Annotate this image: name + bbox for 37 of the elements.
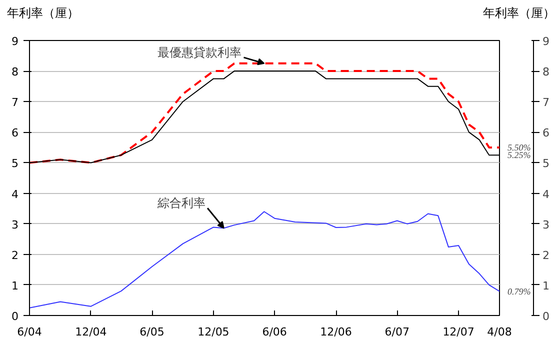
x-tick-label: 12/07: [442, 326, 474, 338]
y2-tick-label: 4: [542, 188, 550, 201]
x-tick-label: 6/05: [140, 326, 164, 338]
y2-tick-label: 1: [542, 279, 550, 292]
annotation: 最優惠貸款利率: [158, 45, 242, 60]
x-tick-label: 4/08: [487, 326, 512, 338]
x-tick-label: 12/05: [198, 326, 230, 338]
y2-tick-label: 3: [542, 218, 550, 232]
y2-tick-label: 2: [542, 248, 550, 262]
y-tick-label: 3: [12, 218, 18, 232]
annotation: 5.25%: [508, 150, 531, 160]
y-tick-label: 6: [12, 126, 18, 140]
y2-tick-label: 6: [542, 126, 550, 140]
y-tick-label: 1: [12, 279, 18, 292]
x-tick-label: 6/06: [262, 326, 287, 338]
y2-tick-label: 0: [542, 310, 550, 323]
x-tick-label: 6/04: [17, 326, 42, 338]
y-tick-label: 5: [12, 157, 18, 170]
y-tick-label: 9: [12, 35, 18, 48]
y2-tick-label: 7: [542, 96, 550, 110]
y-axis-title: 年利率（厘）: [7, 5, 79, 22]
y2-tick-label: 8: [542, 66, 550, 79]
annotation: 綜合利率: [156, 196, 206, 210]
y-tick-label: 7: [12, 96, 18, 110]
y2-tick-label: 5: [542, 157, 550, 170]
y-tick-label: 2: [12, 248, 18, 262]
y-tick-label: 8: [12, 66, 18, 79]
annotation: 0.79%: [508, 286, 531, 296]
x-tick-label: 12/04: [75, 326, 107, 338]
y-tick-label: 4: [12, 188, 18, 201]
x-tick-label: 12/06: [320, 326, 352, 338]
y2-axis-title: 年利率（厘）: [483, 5, 552, 22]
annotation: 5.50%: [508, 142, 531, 152]
x-tick-label: 6/07: [384, 326, 410, 338]
y-tick-label: 0: [12, 310, 18, 323]
line-series: [30, 211, 500, 308]
y2-tick-label: 9: [542, 35, 550, 48]
